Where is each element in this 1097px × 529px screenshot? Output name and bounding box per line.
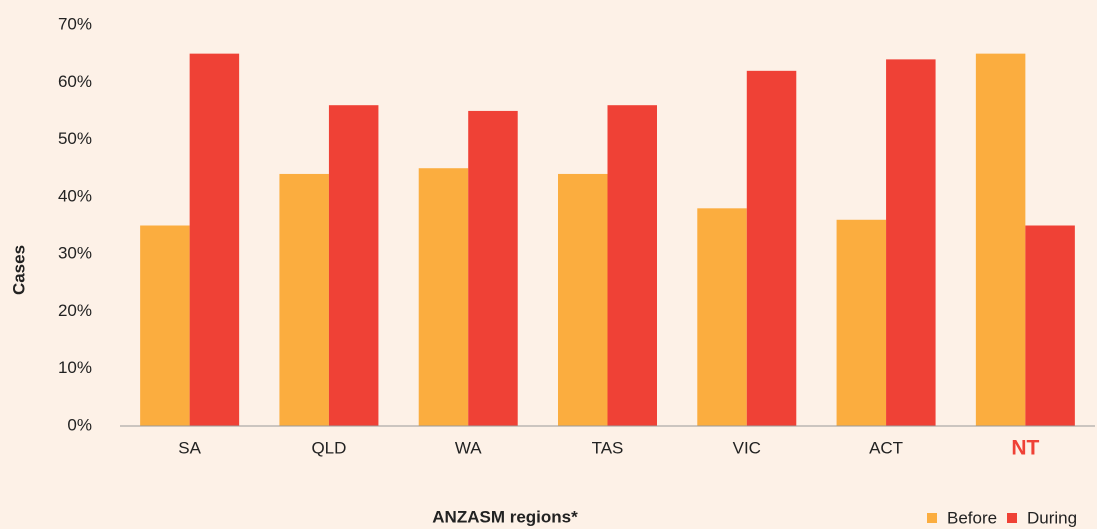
bar xyxy=(140,225,190,426)
x-tick-label: QLD xyxy=(311,438,346,457)
bar xyxy=(328,105,379,426)
x-tick-label: SA xyxy=(178,438,201,457)
y-tick-label: 0% xyxy=(67,415,92,434)
y-tick-label: 40% xyxy=(58,186,92,205)
x-tick-label: ACT xyxy=(869,438,903,457)
legend-swatch xyxy=(1007,513,1017,523)
y-tick-label: 70% xyxy=(58,14,92,33)
bar xyxy=(836,219,887,426)
y-tick-label: 20% xyxy=(58,301,92,320)
legend-label: Before xyxy=(947,508,997,527)
bar xyxy=(746,70,797,426)
x-tick-label: TAS xyxy=(592,438,624,457)
x-tick-label: VIC xyxy=(733,438,761,457)
bar xyxy=(697,208,747,426)
bar xyxy=(418,168,469,426)
x-tick-label: NT xyxy=(1011,437,1039,460)
legend-label: During xyxy=(1027,508,1077,527)
y-axis-title: Cases xyxy=(9,245,28,295)
y-tick-label: 30% xyxy=(58,244,92,263)
bar xyxy=(975,53,1026,427)
x-tick-label: WA xyxy=(455,438,482,457)
bar xyxy=(1025,225,1075,426)
bar xyxy=(279,173,329,426)
y-tick-label: 10% xyxy=(58,358,92,377)
bar xyxy=(558,173,608,426)
bar xyxy=(886,59,936,426)
legend-swatch xyxy=(927,513,937,523)
bar xyxy=(468,110,518,426)
y-tick-label: 50% xyxy=(58,129,92,148)
y-tick-label: 60% xyxy=(58,72,92,91)
x-axis-title: ANZASM regions* xyxy=(432,507,578,526)
bar xyxy=(189,53,240,427)
bar xyxy=(607,105,657,426)
